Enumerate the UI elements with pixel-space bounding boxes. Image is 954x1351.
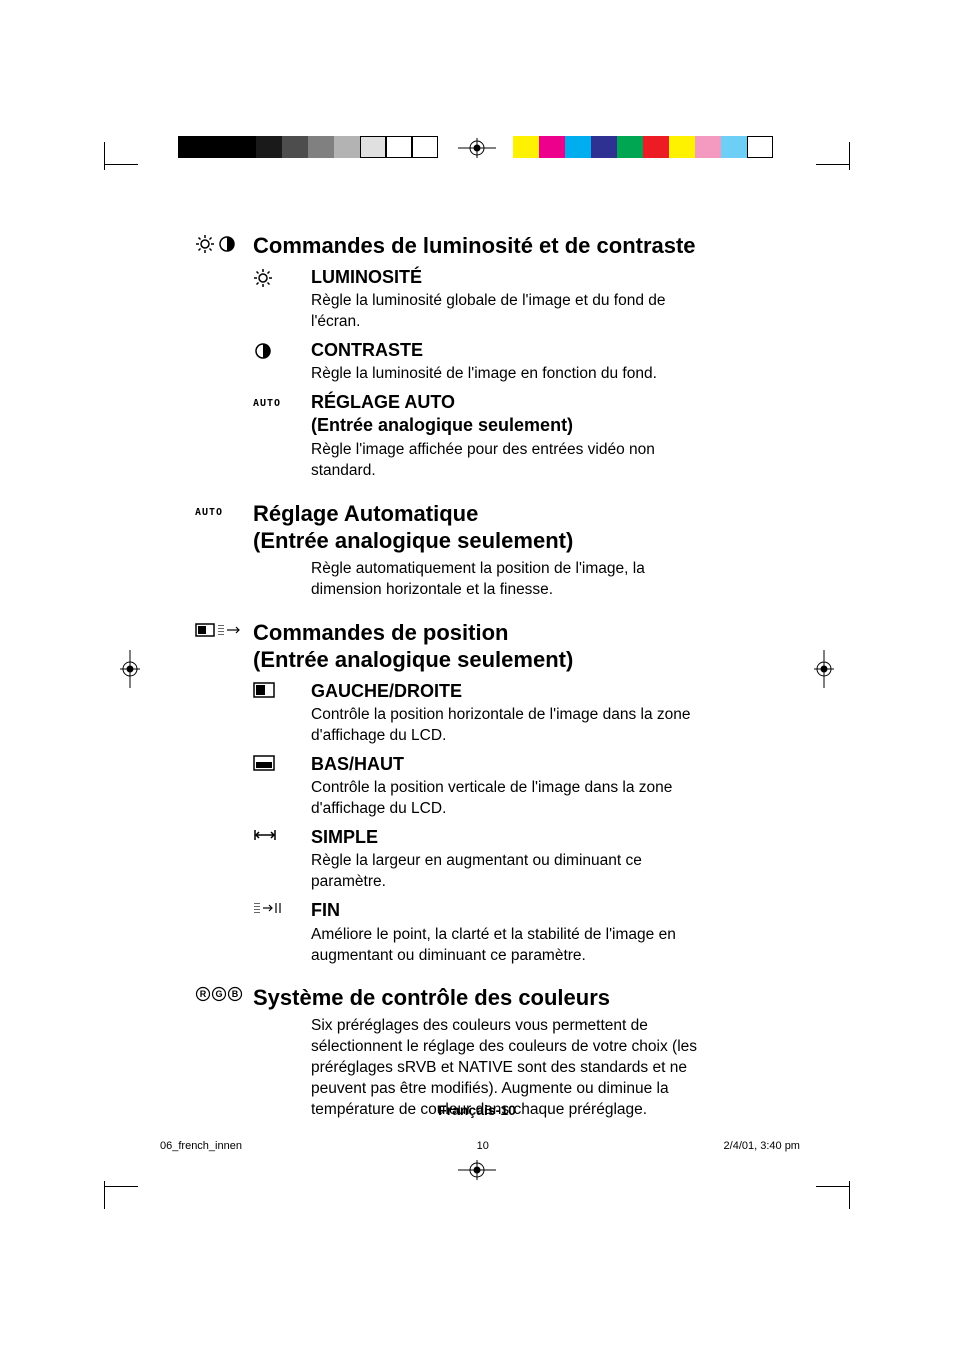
crop-mark-bottom-left [104,1181,132,1209]
fine-icon [253,899,311,966]
page-footer: Français-10 [0,1102,954,1118]
item-reglage-auto: AUTO RÉGLAGE AUTO (Entrée analogique seu… [195,391,755,482]
meta-file: 06_french_innen [160,1140,242,1152]
item-desc: Contrôle la position verticale de l'imag… [311,778,711,820]
item-simple: SIMPLE Règle la largeur en augmentant ou… [195,826,755,893]
registration-mark-bottom [458,1158,496,1182]
half-circle-icon [253,339,311,385]
item-title: GAUCHE/DROITE [311,680,755,703]
brightness-contrast-icon [195,232,253,259]
auto-icon: AUTO [195,500,253,520]
item-desc: Règle la largeur en augmentant ou diminu… [311,851,711,893]
item-desc: Contrôle la position horizontale de l'im… [311,705,711,747]
section-position: Commandes de position (Entrée analogique… [195,619,755,967]
item-title: SIMPLE [311,826,755,849]
meta-date: 2/4/01, 3:40 pm [724,1140,800,1152]
crop-mark-bottom-right [822,1181,850,1209]
section-title: Commandes de luminosité et de contraste [253,232,696,260]
sun-icon [253,266,311,333]
registration-mark-top [458,136,496,160]
item-title: FIN [311,899,755,922]
section-reglage-automatique: AUTO Réglage Automatique (Entrée analogi… [195,500,755,601]
item-fin: FIN Améliore le point, la clarté et la s… [195,899,755,966]
item-desc: Améliore le point, la clarté et la stabi… [311,925,711,967]
svg-text:G: G [215,989,222,999]
position-icon [195,619,253,644]
registration-mark-left [118,650,142,693]
grayscale-swatches [178,136,438,158]
section-title: Système de contrôle des couleurs [253,984,610,1012]
section-title: Réglage Automatique [253,500,573,528]
item-desc: Règle la luminosité de l'image en foncti… [311,364,711,385]
meta-page: 10 [477,1140,489,1152]
item-bas-haut: BAS/HAUT Contrôle la position verticale … [195,753,755,820]
harrow-icon [253,826,311,893]
section-title: Commandes de position [253,619,573,647]
item-title: BAS/HAUT [311,753,755,776]
crop-mark-top-left [104,142,132,170]
section-desc: Règle automatiquement la position de l'i… [311,559,711,601]
item-title: RÉGLAGE AUTO [311,391,755,414]
rgb-icon: RGB [195,984,253,1007]
item-subtitle: (Entrée analogique seulement) [311,414,755,437]
svg-text:B: B [232,989,239,999]
rect-h-icon [253,680,311,747]
item-desc: Règle la luminosité globale de l'image e… [311,291,711,333]
item-luminosite: LUMINOSITÉ Règle la luminosité globale d… [195,266,755,333]
crop-mark-top-right [822,142,850,170]
color-swatches [513,136,773,158]
item-title: LUMINOSITÉ [311,266,755,289]
auto-icon: AUTO [253,391,311,482]
svg-text:R: R [200,989,207,999]
meta-row: 06_french_innen 10 2/4/01, 3:40 pm [160,1140,800,1152]
item-gauche-droite: GAUCHE/DROITE Contrôle la position horiz… [195,680,755,747]
registration-mark-right [812,650,836,693]
page-content: Commandes de luminosité et de contraste … [195,232,755,1139]
rect-v-icon [253,753,311,820]
section-subtitle: (Entrée analogique seulement) [253,527,573,555]
section-subtitle: (Entrée analogique seulement) [253,646,573,674]
section-couleurs: RGB Système de contrôle des couleurs Six… [195,984,755,1120]
section-brightness-contrast: Commandes de luminosité et de contraste … [195,232,755,482]
item-desc: Règle l'image affichée pour des entrées … [311,440,711,482]
item-title: CONTRASTE [311,339,755,362]
item-contraste: CONTRASTE Règle la luminosité de l'image… [195,339,755,385]
